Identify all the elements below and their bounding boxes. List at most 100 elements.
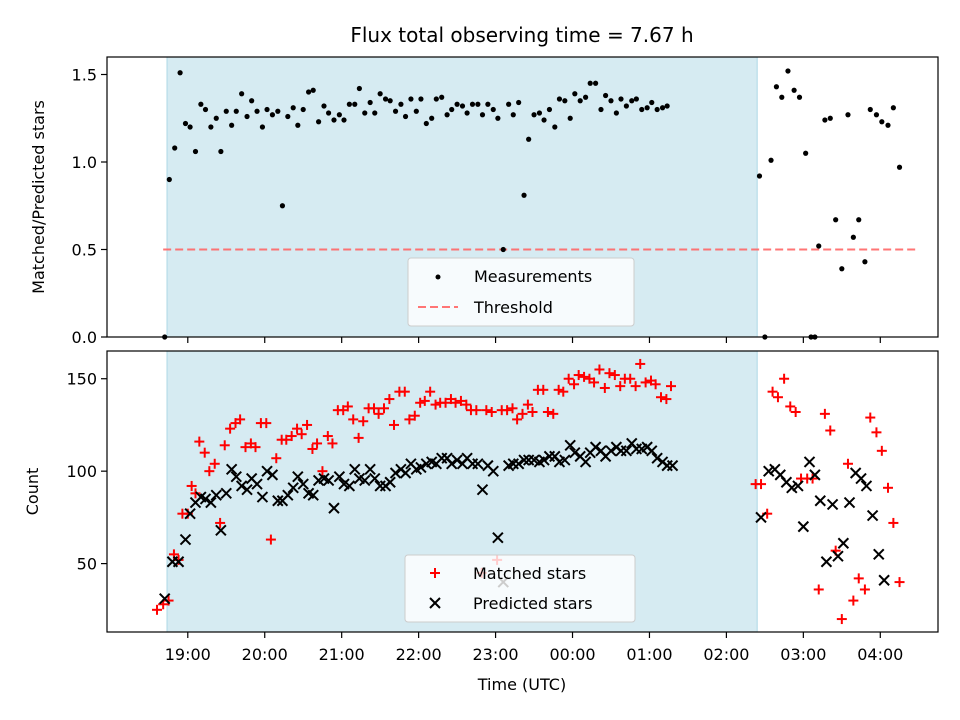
matched-star-point <box>630 381 641 392</box>
predicted-star-point <box>241 483 253 496</box>
ratio-y-axis-label: Matched/Predicted stars <box>29 100 48 294</box>
matched-star-point <box>756 479 767 490</box>
predicted-star-point <box>266 469 279 481</box>
predicted-star-point <box>446 458 458 470</box>
matched-star-point <box>384 394 395 405</box>
x-b <box>518 454 530 466</box>
x-b <box>179 533 192 546</box>
predicted-star-point <box>666 459 679 472</box>
measurement-point <box>464 110 470 116</box>
matched-star-point <box>819 408 830 419</box>
measurement-points <box>162 68 903 340</box>
legend-matched-marker <box>430 568 440 578</box>
matched-star-point <box>538 384 549 395</box>
matched-star-point <box>327 438 338 449</box>
x-b <box>318 472 330 485</box>
x-b <box>482 459 494 472</box>
matched-star-point <box>548 408 559 419</box>
measurement-point <box>423 120 429 127</box>
x-b <box>814 495 826 507</box>
y-tick-label: 0.5 <box>72 241 97 260</box>
predicted-star-point <box>579 456 592 468</box>
measurement-point <box>839 266 845 272</box>
predicted-star-point <box>297 478 309 490</box>
measurement-point <box>341 117 347 123</box>
matched-star-point <box>379 403 389 414</box>
measurement-point <box>885 122 891 128</box>
measurement-point <box>213 115 219 121</box>
predicted-star-point <box>651 452 663 464</box>
matched-star-point <box>836 614 847 625</box>
matched-star-point <box>666 381 677 392</box>
x-b <box>256 491 269 503</box>
x-b <box>873 548 885 561</box>
measurement-point <box>756 173 763 179</box>
matched-star-point <box>859 584 870 595</box>
predicted-star-point <box>826 498 839 511</box>
measurement-point <box>613 110 619 116</box>
x-b <box>579 456 592 468</box>
measurement-point <box>803 150 809 156</box>
predicted-star-point <box>878 574 890 586</box>
predicted-star-point <box>184 507 196 520</box>
measurement-point <box>618 96 624 102</box>
x-b <box>333 471 346 483</box>
x-b <box>780 476 793 488</box>
matched-star-point <box>399 386 410 397</box>
measurement-point <box>295 122 301 128</box>
measurement-point <box>269 112 276 118</box>
matched-star-point <box>527 407 538 418</box>
predicted-star-point <box>820 556 833 568</box>
x-b <box>235 480 248 492</box>
matched-star-point <box>563 373 574 384</box>
measurement-point <box>521 192 527 198</box>
matched-star-point <box>409 410 420 421</box>
x-b <box>564 439 576 451</box>
x-b <box>803 456 816 468</box>
chart-title: Flux total observing time = 7.67 h <box>350 23 693 47</box>
measurement-point <box>229 122 235 128</box>
x-b <box>241 483 253 496</box>
measurement-point <box>479 112 486 118</box>
x-b <box>797 520 810 533</box>
predicted-star-point <box>855 472 867 485</box>
measurement-point <box>495 115 501 121</box>
x-b <box>792 480 804 492</box>
matched-star-point <box>512 414 523 425</box>
measurement-point <box>244 113 250 120</box>
matched-star-point <box>281 434 292 445</box>
predicted-star-point <box>272 495 284 507</box>
predicted-star-point <box>322 474 335 487</box>
matched-star-point <box>553 384 564 395</box>
measurement-point <box>531 112 537 118</box>
matched-star-point <box>235 414 246 425</box>
measurement-point <box>541 117 547 123</box>
measurement-point <box>336 112 342 118</box>
measurement-point <box>896 164 903 170</box>
legend-threshold-label: Threshold <box>473 298 553 317</box>
measurement-point <box>791 87 797 93</box>
measurement-point <box>233 108 239 114</box>
predicted-star-point <box>215 524 227 537</box>
matched-star-point <box>481 405 492 416</box>
predicted-star-point <box>860 480 873 492</box>
x-tick-label: 01:00 <box>626 645 672 664</box>
legend-predicted-label: Predicted stars <box>473 594 593 613</box>
measurement-point <box>475 101 481 107</box>
measurement-point <box>387 98 393 104</box>
x-b <box>195 491 207 503</box>
x-b <box>826 498 839 511</box>
measurement-point <box>862 259 868 265</box>
x-b <box>651 452 663 464</box>
measurement-point <box>582 94 589 100</box>
count-panel: 50 100 150 19:00 20:00 21:00 22:00 23:00 00:00 01… <box>23 350 939 694</box>
x-b <box>605 445 617 457</box>
x-b <box>487 465 499 477</box>
matched-star-point <box>609 370 620 381</box>
measurement-point <box>326 110 332 116</box>
matched-star-point <box>358 416 369 427</box>
ratio-legend-box <box>407 257 635 327</box>
x-b <box>266 469 279 481</box>
predicted-star-point <box>343 480 356 492</box>
measurement-point <box>623 103 629 109</box>
